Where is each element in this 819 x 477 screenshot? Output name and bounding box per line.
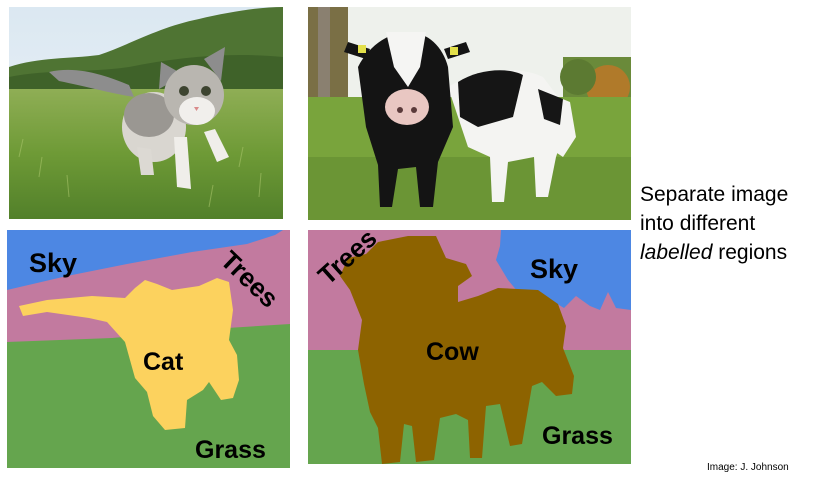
caption-emphasis: labelled [640, 241, 713, 264]
cat-photo [9, 7, 283, 219]
caption: Separate image into different labelled r… [640, 180, 818, 267]
cow-segmentation-map: Trees Sky Cow Grass [308, 230, 631, 464]
cat-segmentation-map: Sky Trees Cat Grass [7, 230, 290, 468]
label-cow: Cow [426, 338, 479, 366]
cat-region [19, 278, 239, 430]
caption-line-1: Separate image [640, 183, 789, 206]
cow-region [340, 236, 574, 464]
label-sky: Sky [29, 248, 77, 278]
caption-line-2: into different [640, 212, 756, 235]
caption-line-3-rest: regions [712, 241, 788, 264]
label-grass: Grass [542, 422, 613, 450]
caption-line-3: labelled regions [640, 238, 818, 267]
cows-photo [308, 7, 631, 220]
image-credit: Image: J. Johnson [707, 462, 789, 473]
label-sky: Sky [530, 254, 578, 284]
label-grass: Grass [195, 436, 266, 464]
label-cat: Cat [143, 348, 184, 376]
